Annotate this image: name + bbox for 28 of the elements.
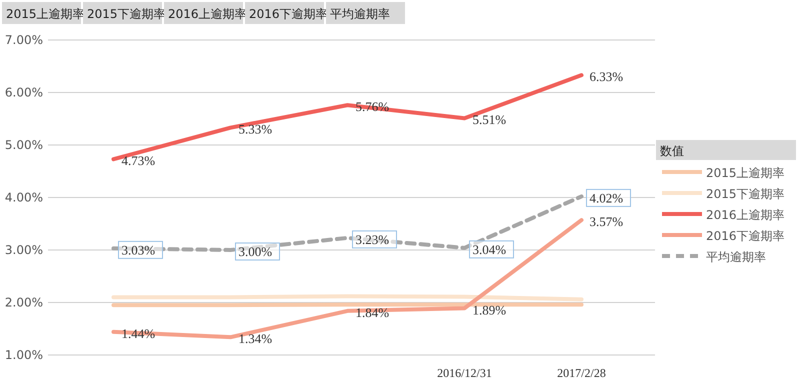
legend-label: 2016上逾期率 [706,208,785,222]
legend-label: 平均逾期率 [706,250,766,264]
data-label: 4.73% [122,153,156,168]
data-label: 1.89% [472,302,506,318]
legend-label: 2015下逾期率 [706,187,785,201]
data-label: 1.34% [238,331,272,346]
y-tick-label: 3.00% [4,243,43,257]
legend-label: 2016下逾期率 [706,229,785,243]
y-tick-label: 1.00% [4,348,43,362]
data-label: 3.03% [122,242,156,258]
data-label: 5.33% [238,122,272,137]
data-label: 4.02% [590,190,624,206]
data-label: 6.33% [590,69,624,84]
y-tick-label: 5.00% [4,138,43,152]
data-label: 3.23% [356,232,390,247]
legend-label: 2015上逾期率 [706,166,785,180]
y-tick-label: 6.00% [4,86,43,100]
y-tick-label: 4.00% [4,190,43,204]
data-label: 3.04% [472,242,506,257]
data-label: 3.00% [238,244,272,259]
data-label: 5.51% [472,112,506,128]
y-tick-label: 2.00% [4,296,43,310]
field-buttons: 2015上逾期率 2015下逾期率 2016上逾期率 2016下逾期率 平均逾期率 [2,2,405,24]
data-label: 3.57% [590,214,624,230]
x-tick-label: 2016/12/31 [437,366,492,380]
y-tick-label: 7.00% [4,33,43,47]
legend-title: 数值 [660,144,684,158]
x-tick-label: 2017/2/28 [557,366,606,380]
